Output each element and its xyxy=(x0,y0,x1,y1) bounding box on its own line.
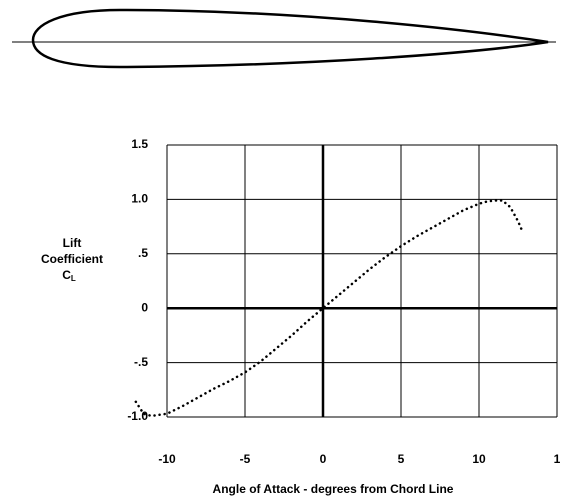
y-axis-label: Lift xyxy=(63,236,82,250)
y-tick-label: 0 xyxy=(141,300,148,314)
x-tick-label: 5 xyxy=(398,452,405,466)
y-tick-label: -.5 xyxy=(134,355,148,369)
x-tick-label: 1 xyxy=(554,452,561,466)
data-line xyxy=(134,199,524,418)
y-tick-label: 1.5 xyxy=(131,137,148,151)
y-tick-label: 1.0 xyxy=(131,192,148,206)
x-tick-label: 10 xyxy=(472,452,486,466)
x-tick-label: 0 xyxy=(320,452,327,466)
airfoil-drawing xyxy=(12,8,556,69)
y-axis-label-subscript: L xyxy=(71,274,76,283)
x-tick-label: -10 xyxy=(158,452,176,466)
y-tick-label: .5 xyxy=(138,246,148,260)
x-tick-label: -5 xyxy=(240,452,251,466)
x-axis-label: Angle of Attack - degrees from Chord Lin… xyxy=(213,482,454,496)
y-axis-label: Coefficient xyxy=(41,252,103,266)
y-axis-label: CL xyxy=(62,268,76,283)
airfoil-outline xyxy=(31,8,549,69)
y-tick-label: -1.0 xyxy=(127,409,148,423)
